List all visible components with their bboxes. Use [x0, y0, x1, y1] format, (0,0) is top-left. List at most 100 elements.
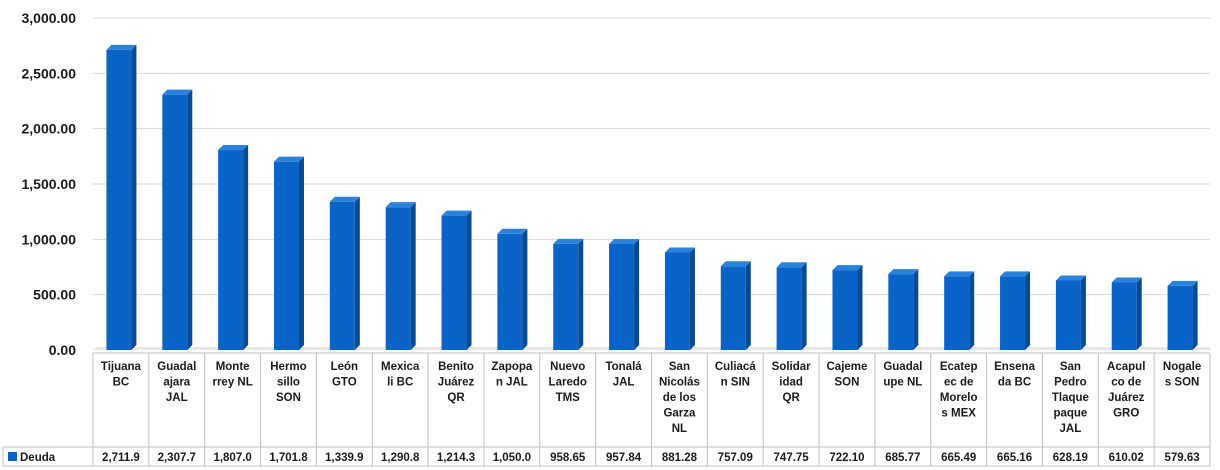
- bar-front: [888, 274, 914, 350]
- bar-side: [1192, 280, 1198, 350]
- bar-front: [273, 161, 299, 350]
- bar-top: [1167, 280, 1198, 286]
- bar-front: [720, 266, 746, 350]
- category-label: Nogale s SON: [1163, 361, 1201, 389]
- bar-front: [218, 150, 244, 350]
- bar: [664, 247, 695, 350]
- bar-side: [243, 145, 249, 350]
- bar-top: [832, 265, 863, 271]
- bar-side: [801, 262, 807, 350]
- category-label: Zapopa n JAL: [491, 361, 532, 389]
- data-label: 957.84: [606, 452, 642, 464]
- category-label: Guadal ajara JAL: [157, 361, 196, 404]
- bar-top: [106, 44, 137, 50]
- bar: [497, 228, 528, 350]
- bar-top: [553, 238, 584, 244]
- bar-front: [385, 207, 411, 350]
- bar-top: [720, 261, 751, 267]
- bar-top: [218, 145, 249, 151]
- data-label: 628.19: [1053, 452, 1088, 464]
- legend-swatch: [8, 452, 17, 461]
- bar-side: [298, 156, 304, 350]
- category-label: San Pedro Tlaque paque JAL: [1052, 361, 1089, 435]
- bar-front: [776, 267, 802, 350]
- bars: [106, 44, 1198, 351]
- category-label: Tijuana BC: [101, 361, 142, 389]
- y-tick-label: 3,000.00: [22, 10, 77, 26]
- bar: [329, 196, 360, 350]
- bar-top: [329, 196, 360, 202]
- bar-side: [689, 247, 695, 350]
- bar-front: [1111, 282, 1137, 350]
- bar: [1000, 271, 1031, 350]
- data-label: 1,339.9: [325, 452, 363, 464]
- bar-front: [441, 215, 467, 350]
- bar-front: [609, 243, 635, 350]
- bar-top: [609, 238, 640, 244]
- data-label: 685.77: [885, 452, 920, 464]
- data-label: 881.28: [662, 452, 698, 464]
- bar-top: [385, 202, 416, 208]
- category-label: Ensena da BC: [994, 361, 1036, 389]
- category-label: Ecatep ec de Morelo s MEX: [940, 361, 978, 420]
- bar: [776, 262, 807, 350]
- bar: [944, 271, 975, 350]
- data-label: 1,807.0: [213, 452, 251, 464]
- data-label: 747.75: [774, 452, 810, 464]
- bar: [1055, 275, 1086, 350]
- bar-side: [913, 269, 919, 350]
- bar-top: [664, 247, 695, 253]
- bar-top: [497, 228, 528, 234]
- data-label: 665.49: [941, 452, 976, 464]
- bar-top: [273, 156, 304, 162]
- bar: [106, 44, 137, 351]
- bar-side: [187, 89, 193, 350]
- y-tick-label: 500.00: [33, 287, 76, 303]
- data-label: 665.16: [997, 452, 1032, 464]
- bar: [1167, 280, 1198, 350]
- data-label: 722.10: [829, 452, 864, 464]
- bar-top: [888, 269, 919, 275]
- bar-side: [1136, 277, 1142, 350]
- bar-side: [522, 228, 528, 350]
- bar-side: [745, 261, 751, 350]
- bar: [553, 238, 584, 350]
- data-label: 1,050.0: [493, 452, 531, 464]
- bar-front: [553, 243, 579, 350]
- data-label: 958.65: [550, 452, 586, 464]
- data-label: 757.09: [718, 452, 753, 464]
- bar-front: [944, 276, 970, 350]
- bar-front: [162, 94, 188, 350]
- data-table: Tijuana BC Guadal ajara JAL Monte rrey NL Hermo…: [2, 352, 1211, 467]
- category-label: San Nicolás de los Garza NL: [659, 361, 700, 435]
- data-label: 610.02: [1109, 452, 1144, 464]
- data-label: 1,214.3: [437, 452, 475, 464]
- bar-top: [1000, 271, 1031, 277]
- bar-side: [354, 196, 360, 350]
- category-label: Hermo sillo SON: [270, 361, 306, 404]
- data-label: 2,711.9: [102, 452, 140, 464]
- category-label: Mexica li BC: [381, 361, 420, 389]
- bar: [273, 156, 304, 350]
- bar: [888, 269, 919, 350]
- bar-top: [162, 89, 193, 95]
- bar-front: [106, 49, 132, 351]
- bar-top: [1055, 275, 1086, 281]
- bar-front: [497, 233, 523, 350]
- bar-side: [578, 238, 584, 350]
- bar-side: [857, 265, 863, 350]
- bar-side: [131, 44, 137, 351]
- bar: [385, 202, 416, 350]
- legend-label: Deuda: [20, 452, 56, 464]
- bar-side: [1080, 275, 1086, 350]
- category-label: Benito Juárez QR: [438, 361, 475, 404]
- category-label: León GTO: [331, 361, 358, 389]
- floor: [93, 347, 1210, 350]
- y-tick-label: 1,000.00: [22, 231, 77, 247]
- category-label: Monte rrey NL: [212, 361, 252, 389]
- category-label: Culiacá n SIN: [715, 361, 757, 389]
- bar-front: [664, 252, 690, 350]
- category-label: Cajeme SON: [827, 361, 868, 389]
- gridlines: [93, 17, 1210, 350]
